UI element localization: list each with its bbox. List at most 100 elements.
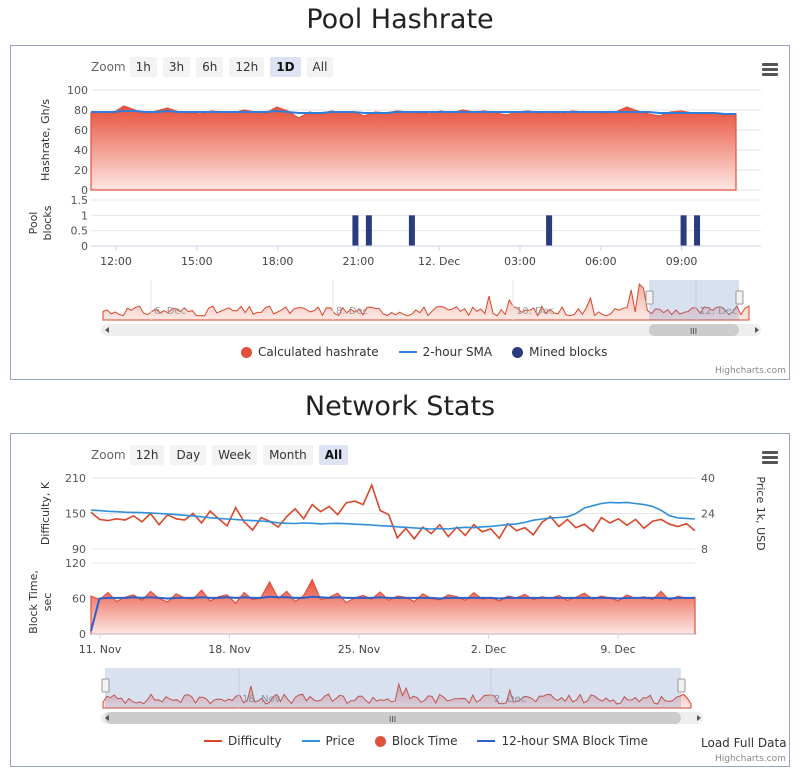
pool-zoom-all[interactable]: All bbox=[306, 57, 334, 77]
network-legend-difficulty[interactable]: Difficulty bbox=[204, 734, 282, 748]
pool-blocks-ytick: 1.5 bbox=[71, 194, 89, 207]
pool-xtick-label: 12. Dec bbox=[418, 255, 460, 268]
network-zoom-month[interactable]: Month bbox=[263, 445, 313, 465]
network-legend-difficulty-marker bbox=[204, 740, 222, 742]
network-xtick-label: 11. Nov bbox=[79, 643, 122, 656]
network-zoom-all[interactable]: All bbox=[318, 445, 349, 465]
pool-credit[interactable]: Highcharts.com bbox=[715, 366, 786, 376]
network-blocktime-ylabel-line1: Block Time, bbox=[27, 570, 40, 634]
pool-hashrate-ytick: 20 bbox=[74, 164, 88, 177]
pool-legend-blocks[interactable]: Mined blocks bbox=[512, 345, 607, 359]
network-price-ylabel: Price 1k, USD bbox=[754, 476, 767, 550]
pool-legend-blocks-label: Mined blocks bbox=[529, 345, 608, 359]
pool-scrollbar-thumb bbox=[649, 324, 739, 336]
network-legend-price-label: Price bbox=[325, 734, 355, 748]
net-navigator-label: 18. Nov bbox=[242, 694, 281, 705]
pool-blocks-ylabel-line2: blocks bbox=[41, 205, 54, 240]
pool-hashrate-ytick: 100 bbox=[67, 84, 88, 97]
network-legend-price-marker bbox=[301, 740, 320, 742]
network-legend-sma[interactable]: 12-hour SMA Block Time bbox=[477, 734, 648, 748]
pool-hashrate-ylabel: Hashrate, Gh/s bbox=[39, 99, 52, 181]
pool-legend-sma[interactable]: 2-hour SMA bbox=[398, 345, 493, 359]
pool-navigator-handle-right bbox=[735, 290, 744, 305]
pool-navigator-label: 10. Dec bbox=[516, 306, 554, 317]
pool-navigator-series bbox=[102, 282, 750, 321]
network-title: Network Stats bbox=[304, 391, 496, 422]
pool-hashrate-ytick: 40 bbox=[74, 144, 88, 157]
pool-hashrate-ytick: 80 bbox=[74, 104, 88, 117]
pool-blocks-ylabel-line1: Pool bbox=[27, 212, 40, 235]
pool-xtick-label: 06:00 bbox=[585, 255, 617, 268]
pool-menu-icon[interactable] bbox=[762, 63, 778, 76]
pool-scrollbar-track bbox=[101, 324, 761, 336]
network-price-line bbox=[90, 501, 696, 530]
network-legend-blocktime-label: Block Time bbox=[391, 734, 458, 748]
network-price-ytick: 8 bbox=[701, 543, 708, 556]
pool-zoom-1d[interactable]: 1D bbox=[270, 57, 301, 77]
pool-mined-block-bar bbox=[694, 215, 701, 246]
pool-legend-sma-label: 2-hour SMA bbox=[422, 345, 493, 359]
network-blocktime-ytick: 60 bbox=[72, 593, 86, 606]
pool-legend-hashrate[interactable]: Calculated hashrate bbox=[241, 345, 379, 359]
network-legend-blocktime[interactable]: Block Time bbox=[374, 734, 458, 748]
net-scrollbar-thumb bbox=[105, 712, 681, 724]
pool-mined-block-bar bbox=[680, 215, 687, 246]
pool-sma-line bbox=[91, 109, 736, 115]
pool-navigator-handle-left bbox=[645, 290, 654, 305]
load-full-data-link[interactable]: Load Full Data bbox=[701, 736, 787, 750]
net-navigator-handle-left bbox=[101, 678, 110, 693]
pool-mined-block-bar bbox=[365, 215, 372, 246]
network-zoom-day[interactable]: Day bbox=[170, 445, 207, 465]
pool-navigator-label: 6. Dec bbox=[154, 306, 186, 317]
network-xtick-label: 25. Nov bbox=[338, 643, 381, 656]
net-scrollbar-grip: III bbox=[389, 715, 396, 724]
net-navigator-handle-right bbox=[677, 678, 686, 693]
net-navigator-series bbox=[102, 682, 692, 709]
network-difficulty-line bbox=[90, 482, 696, 541]
pool-navigator-label: 8. Dec bbox=[336, 306, 368, 317]
net-navigator-window bbox=[105, 668, 681, 708]
network-difficulty-ylabel: Difficulty, K bbox=[39, 481, 52, 545]
network-credit[interactable]: Highcharts.com bbox=[715, 754, 786, 764]
network-blocktime-ytick: 0 bbox=[79, 628, 86, 641]
pool-hashrate-ytick: 0 bbox=[81, 184, 88, 197]
pool-mined-block-bar bbox=[352, 215, 359, 246]
pool-navigator-label: 12. Dec bbox=[699, 306, 737, 317]
pool-zoom-6h[interactable]: 6h bbox=[196, 57, 224, 77]
network-blocktime-ylabel-line2: sec bbox=[41, 593, 54, 612]
pool-navigator-window bbox=[649, 280, 739, 320]
pool-zoom-label: Zoom bbox=[91, 60, 126, 74]
network-blocktime-ytick: 120 bbox=[65, 557, 86, 570]
pool-xtick-label: 09:00 bbox=[666, 255, 698, 268]
network-legend-sma-label: 12-hour SMA Block Time bbox=[501, 734, 648, 748]
network-menu-icon[interactable] bbox=[762, 451, 778, 464]
pool-legend-blocks-marker bbox=[512, 346, 524, 358]
pool-mined-block-bar bbox=[546, 215, 553, 246]
network-zoom-week[interactable]: Week bbox=[212, 445, 258, 465]
pool-legend: Calculated hashrate 2-hour SMA Mined blo… bbox=[241, 345, 627, 359]
network-legend: Difficulty Price Block Time 12-hour SMA … bbox=[204, 734, 668, 748]
pool-blocks-ytick: 0 bbox=[81, 240, 88, 253]
network-legend-price[interactable]: Price bbox=[301, 734, 355, 748]
pool-scroll-left-icon bbox=[105, 327, 109, 333]
pool-zoom-3h[interactable]: 3h bbox=[162, 57, 191, 77]
pool-scrollbar-grip: III bbox=[690, 327, 697, 336]
network-legend-blocktime-marker bbox=[374, 735, 386, 747]
pool-mined-block-bar bbox=[408, 215, 415, 246]
network-zoom-label: Zoom bbox=[91, 448, 126, 462]
network-price-ytick: 24 bbox=[701, 508, 715, 521]
network-legend-difficulty-label: Difficulty bbox=[228, 734, 282, 748]
network-zoom-12h[interactable]: 12h bbox=[129, 445, 165, 465]
network-blocktime-area bbox=[90, 578, 696, 635]
pool-legend-hashrate-marker bbox=[241, 346, 252, 358]
pool-xtick-label: 21:00 bbox=[343, 255, 375, 268]
pool-legend-sma-marker bbox=[398, 351, 417, 353]
pool-zoom-12h[interactable]: 12h bbox=[229, 57, 265, 77]
pool-hashrate-ytick: 60 bbox=[74, 124, 88, 137]
network-price-ytick: 40 bbox=[701, 472, 715, 485]
network-xtick-label: 2. Dec bbox=[471, 643, 506, 656]
pool-zoom-1h[interactable]: 1h bbox=[129, 57, 157, 77]
net-scroll-left-icon bbox=[105, 715, 109, 721]
network-difficulty-ytick: 150 bbox=[65, 508, 86, 521]
pool-xtick-label: 03:00 bbox=[504, 255, 536, 268]
